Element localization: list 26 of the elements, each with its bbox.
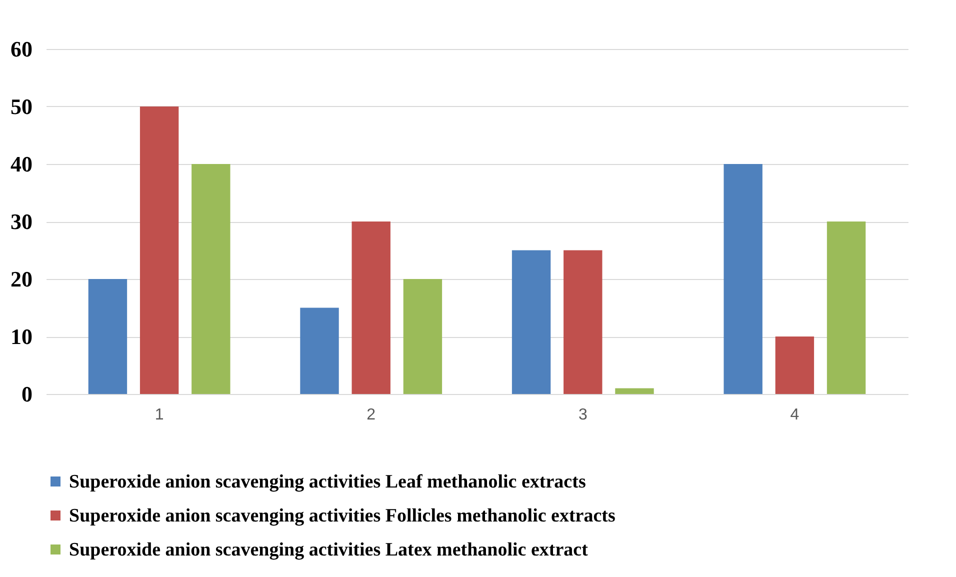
bar	[352, 222, 390, 394]
bar	[512, 250, 551, 394]
legend-label: Superoxide anion scavenging activities Follicles methanolic extracts	[69, 506, 616, 526]
x-tick-label: 3	[578, 406, 588, 424]
bar	[615, 388, 654, 394]
bar	[300, 308, 339, 394]
y-tick-label: 30	[10, 209, 32, 234]
bar	[564, 250, 602, 394]
y-tick-label: 20	[10, 266, 32, 292]
y-tick-label: 10	[10, 324, 32, 349]
x-tick-label: 1	[154, 406, 164, 424]
x-tick-label: 2	[366, 406, 376, 424]
bar	[403, 279, 442, 394]
y-tick-label: 50	[10, 94, 32, 119]
bar	[192, 164, 230, 394]
legend-label: Superoxide anion scavenging activities Leaf methanolic extracts	[69, 472, 586, 492]
y-tick-label: 60	[10, 36, 32, 62]
x-tick-label: 4	[790, 406, 800, 424]
bar	[140, 106, 179, 394]
bar	[775, 336, 814, 394]
bar	[88, 279, 128, 394]
y-tick-label: 0	[22, 382, 32, 406]
bar	[826, 222, 866, 394]
bar	[724, 164, 762, 394]
legend-label: Superoxide anion scavenging activities Latex methanolic extract	[69, 540, 589, 560]
y-tick-label: 40	[10, 152, 32, 176]
